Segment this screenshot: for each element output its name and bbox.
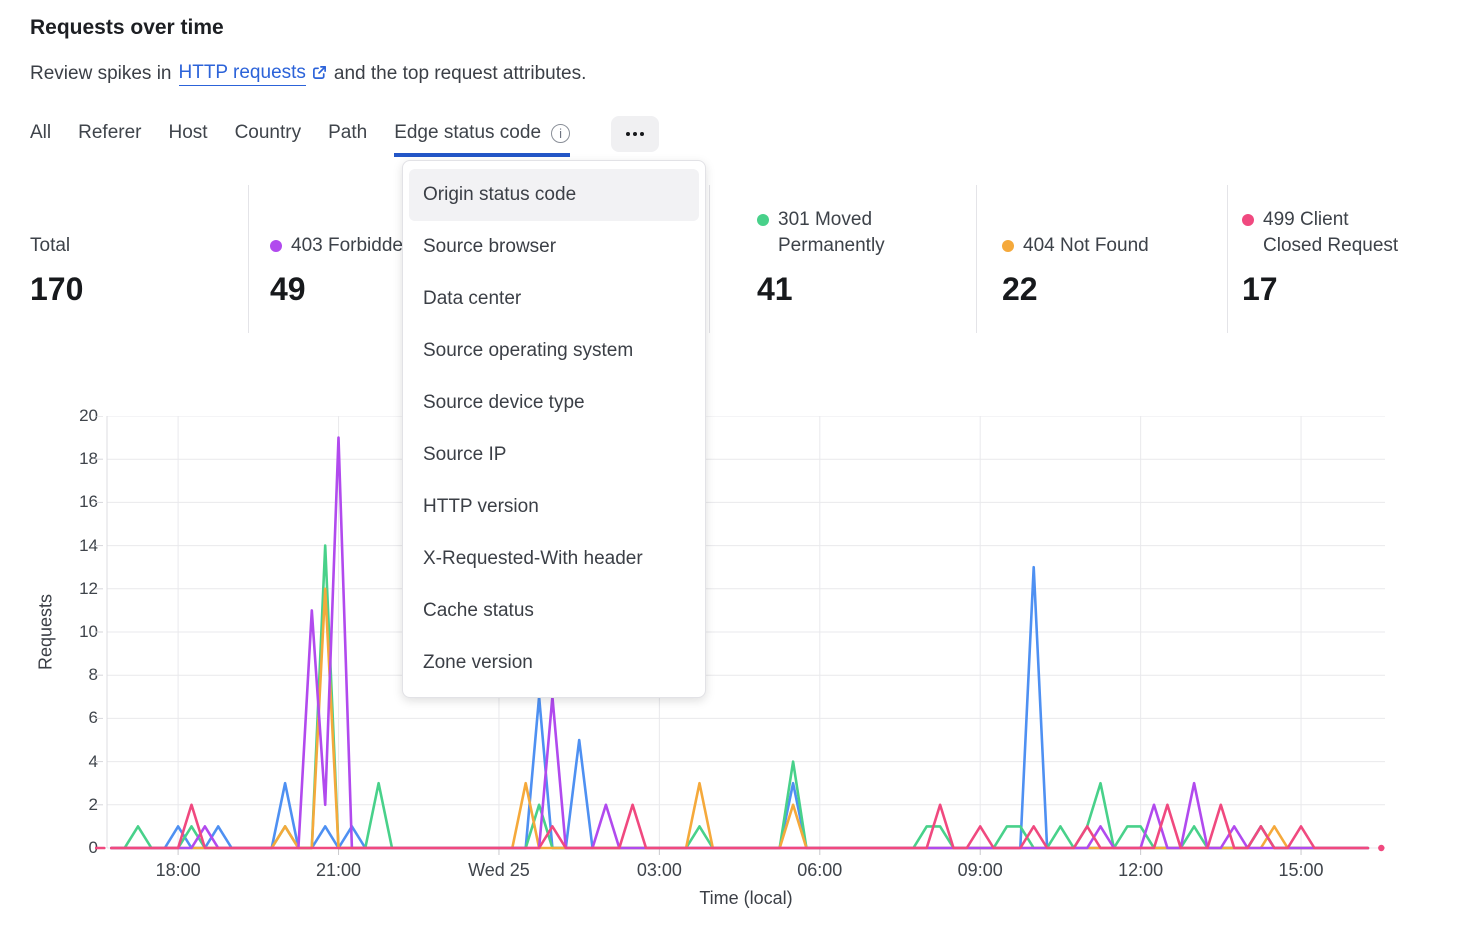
x-tick-label: 09:00	[957, 860, 1003, 880]
stat-403-value: 49	[270, 271, 306, 307]
stat-403-label: 403 Forbidden	[291, 235, 414, 256]
x-tick-label: Wed 25	[468, 860, 530, 880]
menu-item-source-ip[interactable]: Source IP	[423, 444, 507, 465]
stat-404-value: 22	[1002, 271, 1038, 307]
stat-divider	[1227, 185, 1228, 333]
requests-chart[interactable]	[95, 416, 1385, 861]
info-icon[interactable]: i	[551, 123, 571, 143]
tab-all[interactable]: All	[30, 118, 51, 157]
subtitle-text-suffix: and the top request attributes.	[333, 63, 587, 84]
ellipsis-icon	[626, 132, 645, 136]
attribute-menu: Origin status code Source browser Data cen…	[402, 160, 706, 698]
tab-host[interactable]: Host	[168, 118, 207, 157]
stat-301-label: 301 Moved Permanently	[778, 209, 885, 256]
menu-item-zone-version[interactable]: Zone version	[423, 652, 533, 673]
stats-row: Total 170 403 Forbidden 49 301 Moved Per…	[0, 185, 1458, 335]
y-tick-label: 12	[79, 578, 98, 598]
tab-path[interactable]: Path	[328, 118, 367, 157]
series-line-499-client-closed-request	[110, 803, 1370, 850]
external-link-icon	[312, 66, 326, 79]
menu-item-source-device-type[interactable]: Source device type	[423, 392, 585, 413]
y-tick-label: 0	[88, 838, 98, 857]
x-tick-label: 18:00	[155, 860, 201, 880]
x-tick-label: 06:00	[797, 860, 843, 880]
menu-item-http-version[interactable]: HTTP version	[423, 496, 539, 517]
legend-dot-404	[1002, 240, 1014, 252]
y-tick-label: 6	[88, 708, 98, 728]
tab-bar: All Referer Host Country Path Edge statu…	[30, 116, 660, 157]
tab-edge-status-code-label: Edge status code	[394, 122, 542, 143]
http-requests-link-label: HTTP requests	[178, 62, 306, 86]
stat-499-client-closed-request: 499 Client Closed Request 17	[1242, 185, 1411, 307]
y-tick-label: 16	[79, 492, 98, 512]
legend-dot-403	[270, 240, 282, 252]
tab-edge-status-code[interactable]: Edge status code i	[394, 118, 571, 157]
x-tick-label: 12:00	[1118, 860, 1164, 880]
x-axis-title: Time (local)	[699, 888, 793, 908]
menu-item-cache-status[interactable]: Cache status	[423, 600, 534, 621]
y-tick-label: 18	[79, 449, 98, 469]
stat-divider	[248, 185, 249, 333]
tab-country[interactable]: Country	[235, 118, 302, 157]
legend-dot-301	[757, 214, 769, 226]
tab-referer[interactable]: Referer	[78, 118, 141, 157]
x-tick-label: 21:00	[316, 860, 362, 880]
stat-total-value: 170	[30, 271, 84, 307]
subtitle-text-prefix: Review spikes in	[30, 63, 172, 84]
x-tick-label: 15:00	[1278, 860, 1324, 880]
menu-item-x-requested-with-header[interactable]: X-Requested-With header	[423, 548, 643, 569]
menu-item-source-browser[interactable]: Source browser	[423, 236, 557, 257]
y-tick-label: 8	[88, 665, 98, 685]
stat-divider	[709, 185, 710, 333]
y-tick-label: 14	[79, 535, 98, 555]
subtitle: Review spikes in HTTP requests and the t…	[30, 62, 586, 86]
y-tick-label: 10	[79, 622, 98, 641]
menu-item-data-center[interactable]: Data center	[423, 288, 522, 309]
legend-dot-499	[1242, 214, 1254, 226]
page-title: Requests over time	[30, 16, 224, 39]
y-tick-label: 2	[88, 794, 98, 814]
y-tick-label: 20	[79, 406, 98, 425]
x-tick-label: 03:00	[636, 860, 682, 880]
menu-item-origin-status-code[interactable]: Origin status code	[409, 169, 699, 221]
menu-item-source-operating-system[interactable]: Source operating system	[423, 340, 634, 361]
stat-total-label: Total	[30, 235, 71, 256]
stat-404-label: 404 Not Found	[1023, 235, 1149, 256]
series-line-403-forbidden	[110, 436, 1370, 850]
series-end-dot-499-client-closed-request	[1378, 844, 1385, 852]
stat-301-value: 41	[757, 271, 793, 307]
http-requests-link[interactable]: HTTP requests	[178, 62, 327, 86]
stat-499-value: 17	[1242, 271, 1278, 307]
stat-total: Total 170	[30, 185, 83, 307]
stat-divider	[976, 185, 977, 333]
stat-403-forbidden: 403 Forbidden 49	[270, 185, 414, 307]
more-tabs-button[interactable]	[611, 116, 660, 152]
stat-499-label: 499 Client Closed Request	[1263, 209, 1399, 256]
stat-301-moved-permanently: 301 Moved Permanently 41	[757, 185, 928, 307]
y-tick-label: 4	[88, 751, 98, 771]
stat-404-not-found: 404 Not Found 22	[1002, 185, 1149, 307]
